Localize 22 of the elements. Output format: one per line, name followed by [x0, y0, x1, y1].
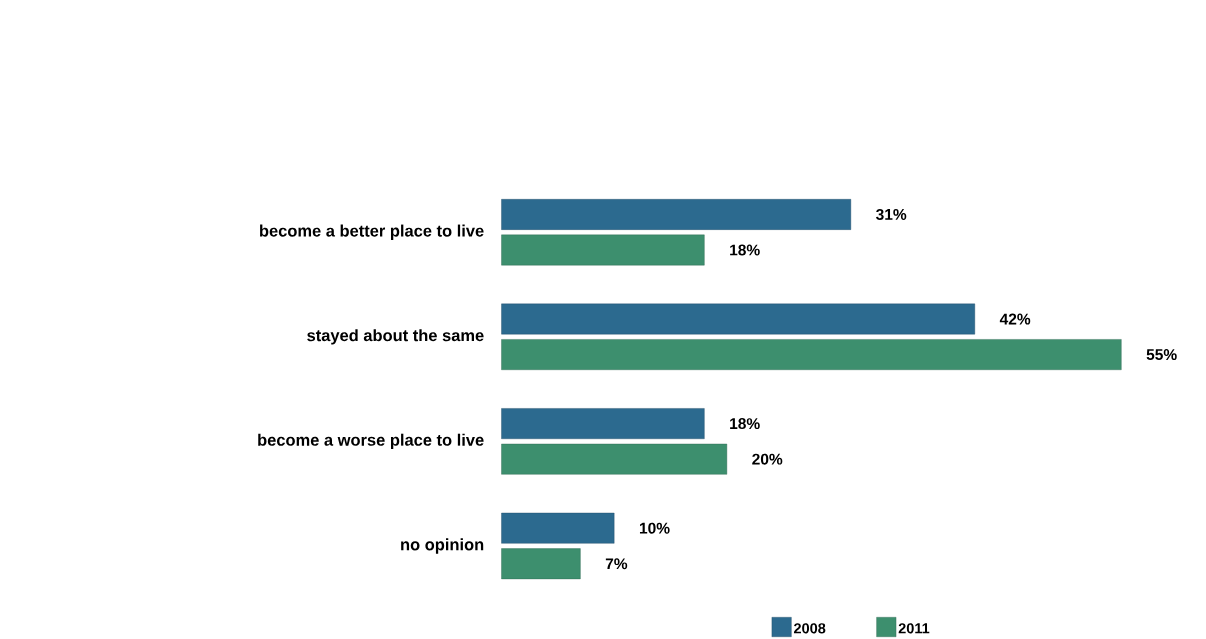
bar — [501, 339, 1122, 371]
y-tick-label: no opinion — [401, 538, 484, 554]
data-label: 18% — [730, 418, 760, 430]
data-label: 31% — [876, 209, 907, 221]
data-label: 10% — [639, 522, 670, 534]
data-label: 7% — [605, 558, 628, 570]
bar — [501, 303, 975, 335]
y-tick-label: stayed about the same — [307, 329, 484, 345]
bar — [501, 512, 615, 544]
y-tick-label: become a better place to live — [260, 224, 484, 240]
bar — [501, 234, 705, 266]
bar — [501, 199, 852, 230]
data-label: 20% — [752, 453, 783, 465]
y-tick-label: become a worse place to live — [258, 433, 484, 450]
bar — [501, 408, 705, 440]
data-label: 18% — [730, 244, 760, 256]
legend-label: 2008 — [793, 623, 826, 634]
legend-label: 2011 — [898, 623, 930, 634]
data-label: 55% — [1146, 349, 1177, 361]
bar — [501, 548, 581, 580]
bar — [501, 443, 728, 475]
data-label: 42% — [999, 313, 1031, 325]
